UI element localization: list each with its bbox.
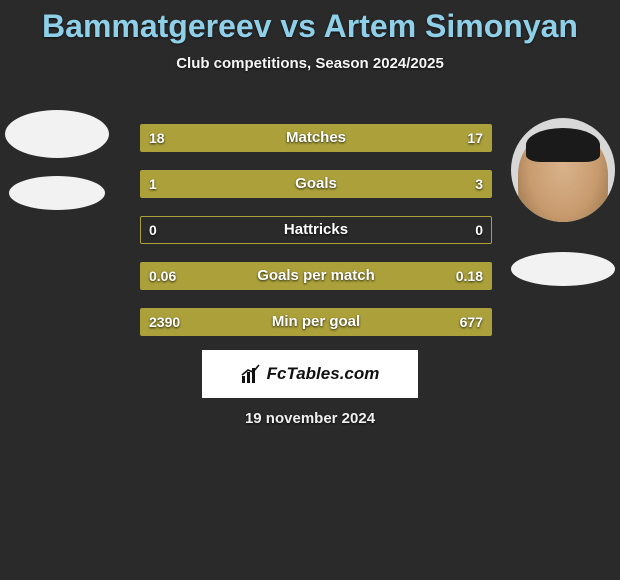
player-right-name-blob [511,252,615,286]
subtitle: Club competitions, Season 2024/2025 [0,55,620,72]
stat-label: Matches [141,125,491,151]
branding-text: FcTables.com [267,364,380,384]
stat-row: 13Goals [140,170,492,198]
stat-row: 00Hattricks [140,216,492,244]
player-right-avatar [511,118,615,222]
chart-icon [241,364,261,384]
player-left-name-blob [9,176,105,210]
branding-box: FcTables.com [202,350,418,398]
stat-row: 1817Matches [140,124,492,152]
stat-row: 0.060.18Goals per match [140,262,492,290]
stat-label: Goals per match [141,263,491,289]
player-left-panel [2,110,112,210]
stat-label: Min per goal [141,309,491,335]
stat-label: Hattricks [141,217,491,243]
stats-bars: 1817Matches 13Goals 00Hattricks 0.060.18Goa… [140,124,492,354]
date-text: 19 november 2024 [0,410,620,427]
page-title: Bammatgereev vs Artem Simonyan [0,0,620,45]
player-right-panel [508,118,618,286]
stat-row: 2390677Min per goal [140,308,492,336]
stat-label: Goals [141,171,491,197]
player-left-avatar [5,110,109,158]
